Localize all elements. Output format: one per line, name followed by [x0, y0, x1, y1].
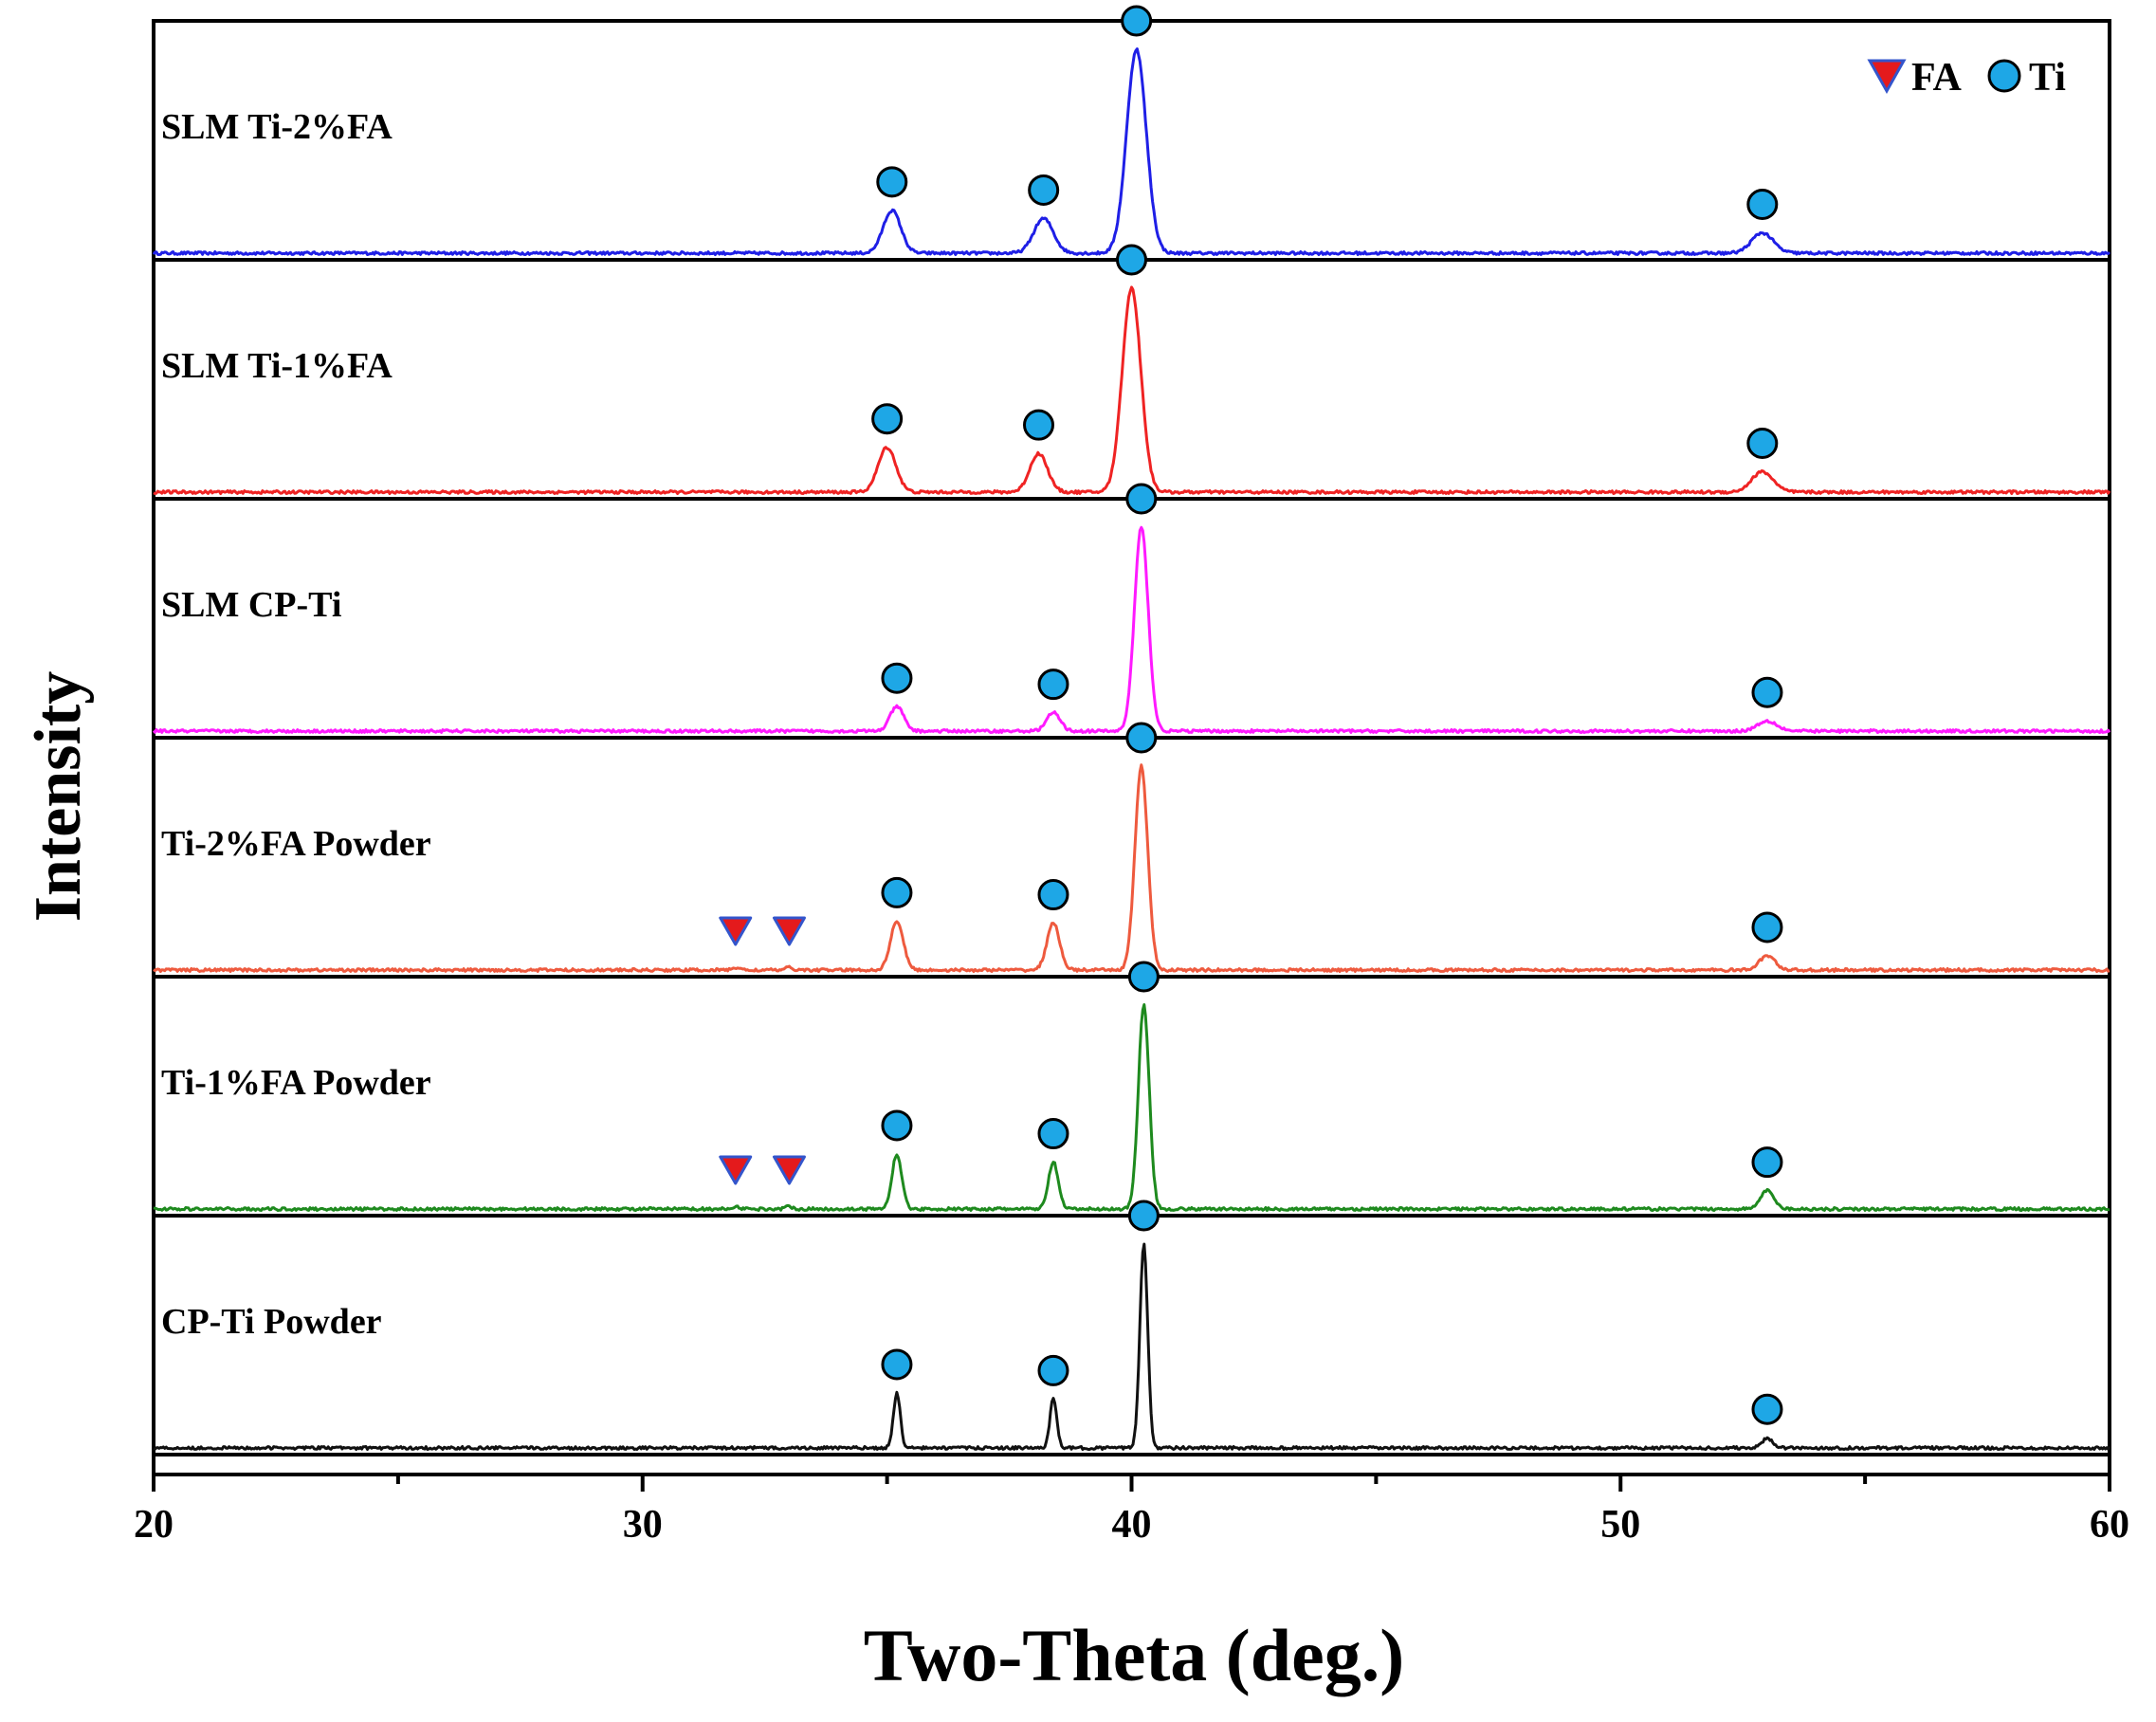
fa-peak-marker [719, 1155, 753, 1185]
x-tick-label: 20 [134, 1503, 174, 1547]
ti-peak-marker [881, 1348, 913, 1381]
series-label-slm-cp-ti: SLM CP-Ti [161, 585, 341, 625]
ti-peak-marker [881, 1109, 913, 1142]
series-label-slm-ti-2-fa: SLM Ti-2%FA [161, 107, 393, 147]
ti-peak-marker [1751, 676, 1783, 708]
panel-cp-ti-powder: CP-Ti Powder [152, 1200, 2111, 1456]
series-label-ti-1-fa-powder: Ti-1%FA Powder [161, 1063, 431, 1103]
ti-peak-marker [876, 166, 908, 198]
series-line-slm-cp-ti [152, 525, 2111, 734]
series-label-ti-2-fa-powder: Ti-2%FA Powder [161, 824, 431, 864]
ti-peak-marker [1125, 722, 1158, 754]
ti-peak-marker [1751, 1393, 1783, 1425]
ti-peak-marker [1037, 669, 1069, 701]
ti-peak-marker [1028, 174, 1060, 206]
x-tick-label: 50 [1600, 1503, 1640, 1547]
ti-peak-marker [1127, 1200, 1160, 1232]
ti-peak-marker [1127, 961, 1160, 993]
ti-peak-marker [1037, 1354, 1069, 1386]
fa-peak-marker [772, 1155, 806, 1185]
x-axis: 20 30 40 50 60 [134, 1455, 2129, 1547]
ti-peak-marker [881, 876, 913, 908]
legend: FA Ti [1867, 56, 2066, 100]
ti-peak-marker [1746, 189, 1779, 220]
fa-peak-marker [719, 916, 753, 946]
x-tick-label: 60 [2090, 1503, 2129, 1547]
x-tick-label: 30 [623, 1503, 663, 1547]
legend-ti-label: Ti [2029, 56, 2066, 100]
fa-peak-marker [772, 916, 806, 946]
ti-peak-marker [1037, 879, 1069, 911]
ti-peak-marker [1746, 428, 1779, 459]
ti-peak-marker [1116, 244, 1147, 276]
y-axis-label: Intensity [22, 671, 95, 922]
ti-peak-marker [1121, 5, 1153, 37]
series-line-slm-ti-2-fa [152, 47, 2111, 256]
ti-peak-marker [881, 662, 913, 694]
ti-peak-marker [1023, 409, 1055, 441]
ti-peak-marker [1751, 911, 1783, 943]
legend-fa-label: FA [1911, 56, 1963, 100]
ti-peak-marker [1751, 1146, 1783, 1179]
x-axis-label: Two-Theta (deg.) [864, 1614, 1405, 1696]
panel-ti-1-fa-powder: Ti-1%FA Powder [152, 961, 2111, 1218]
series-label-cp-ti-powder: CP-Ti Powder [161, 1302, 382, 1342]
series-line-cp-ti-powder [153, 1242, 2111, 1451]
ti-peak-marker [1125, 483, 1158, 515]
series-line-ti-2-fa-powder [153, 763, 2110, 973]
ti-peak-marker [1037, 1118, 1069, 1150]
series-label-slm-ti-1-fa: SLM Ti-1%FA [161, 346, 393, 386]
panels: SLM Ti-2%FA SLM Ti-1%FA SLM CP-Ti Ti-2%FA P… [152, 5, 2111, 1456]
series-line-slm-ti-1-fa [153, 285, 2111, 495]
ti-peak-marker [871, 403, 904, 435]
legend-ti-circle-icon [1987, 59, 2021, 93]
legend-fa-triangle-icon [1867, 59, 1907, 95]
series-line-ti-1-fa-powder [153, 1003, 2110, 1212]
x-tick-label: 40 [1112, 1503, 1152, 1547]
